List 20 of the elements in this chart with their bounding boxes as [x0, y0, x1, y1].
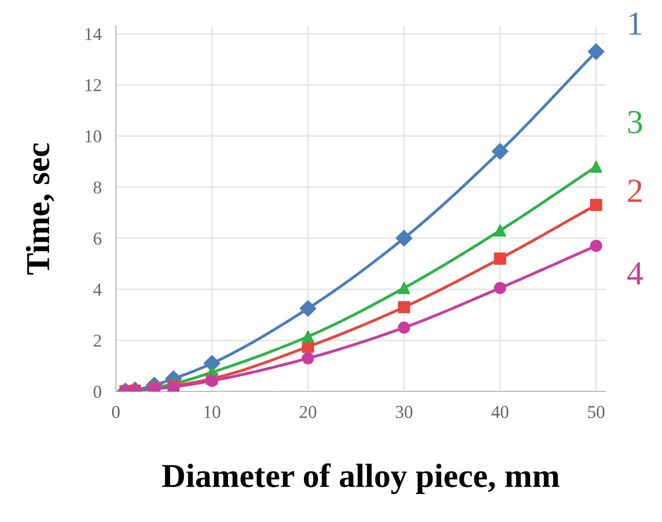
y-tick-label: 6 — [94, 232, 102, 245]
x-tick-label: 30 — [396, 406, 412, 418]
x-tick-label: 50 — [588, 406, 604, 418]
y-axis-title: Time, sec — [26, 143, 54, 275]
y-tick-label: 10 — [85, 130, 102, 142]
y-tick-label: 4 — [93, 284, 102, 296]
y-tick-label: 14 — [85, 28, 102, 40]
series-label: 3 — [628, 110, 642, 134]
y-tick-label: 12 — [85, 79, 101, 92]
x-tick-label: 0 — [112, 406, 120, 418]
series-label: 1 — [630, 12, 642, 35]
y-tick-label: 2 — [94, 334, 101, 347]
x-tick-label: 20 — [300, 406, 316, 418]
x-tick-label: 10 — [204, 406, 220, 418]
y-tick-label: 8 — [94, 181, 102, 194]
series-label: 4 — [627, 262, 643, 284]
x-axis-title: Diameter of alloy piece, mm — [162, 463, 560, 494]
y-tick-label: 0 — [94, 386, 102, 398]
x-tick-label: 40 — [491, 406, 508, 418]
series-label: 2 — [628, 180, 642, 202]
